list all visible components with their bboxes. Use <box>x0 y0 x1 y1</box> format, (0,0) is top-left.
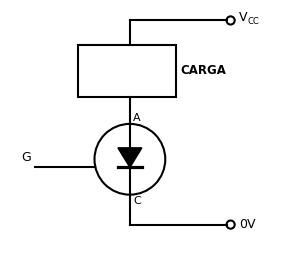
Text: CC: CC <box>248 17 259 26</box>
Text: CARGA: CARGA <box>180 64 226 77</box>
Text: 0V: 0V <box>239 218 256 231</box>
Text: G: G <box>21 151 30 164</box>
Polygon shape <box>118 148 142 167</box>
Text: A: A <box>133 113 141 123</box>
Text: V: V <box>239 11 248 24</box>
Bar <box>78 45 176 97</box>
Text: C: C <box>133 196 141 206</box>
